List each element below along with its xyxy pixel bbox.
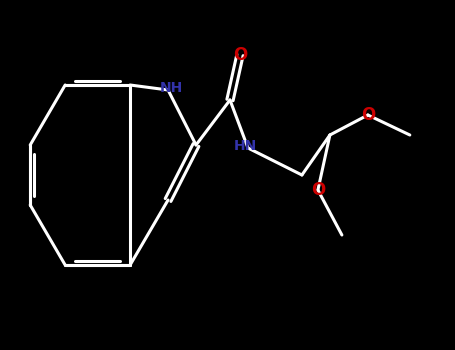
Text: O: O [361, 106, 375, 124]
Text: O: O [311, 181, 325, 199]
Text: O: O [233, 46, 247, 64]
Text: NH: NH [160, 81, 183, 95]
Text: HN: HN [234, 139, 258, 153]
